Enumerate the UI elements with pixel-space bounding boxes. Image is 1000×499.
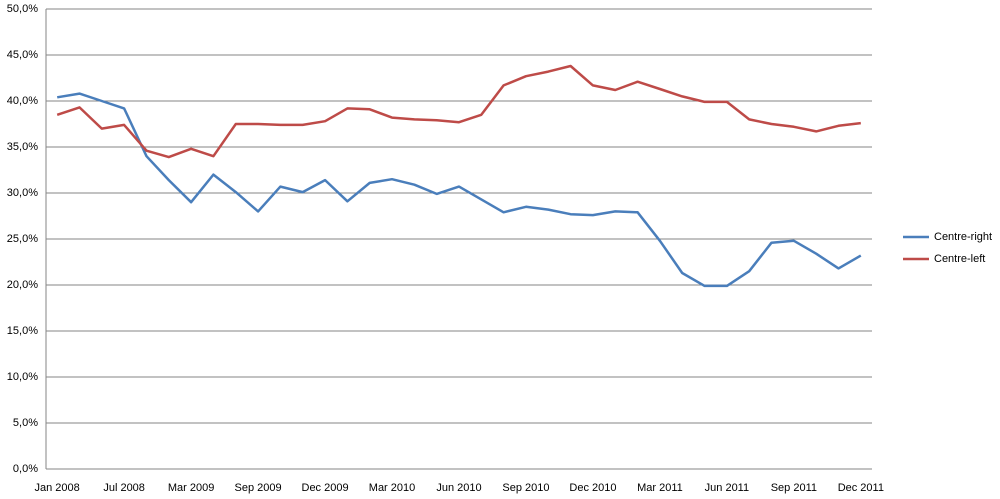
x-tick-label: Dec 2009	[302, 482, 349, 494]
y-tick-label: 10,0%	[7, 371, 38, 383]
y-tick-label: 15,0%	[7, 325, 38, 337]
y-tick-label: 20,0%	[7, 279, 38, 291]
y-tick-label: 35,0%	[7, 141, 38, 153]
series-line	[56, 64, 861, 159]
x-tick-label: Sep 2009	[235, 482, 282, 494]
y-tick-label: 50,0%	[7, 3, 38, 15]
y-tick-label: 45,0%	[7, 49, 38, 61]
x-tick-label: Jul 2008	[103, 482, 145, 494]
x-tick-label: Sep 2010	[502, 482, 549, 494]
x-tick-label: Jan 2008	[35, 482, 80, 494]
x-tick-label: Dec 2011	[838, 482, 884, 494]
x-tick-label: Jun 2011	[705, 482, 749, 494]
x-tick-label: Mar 2009	[168, 482, 214, 494]
y-tick-label: 5,0%	[13, 417, 38, 429]
legend-label: Centre-left	[934, 253, 985, 265]
x-tick-label: Mar 2010	[369, 482, 415, 494]
y-tick-label: 40,0%	[7, 95, 38, 107]
series-line	[56, 92, 862, 288]
x-tick-label: Jun 2010	[436, 482, 481, 494]
y-tick-label: 0,0%	[13, 463, 38, 475]
y-tick-label: 25,0%	[7, 233, 38, 245]
x-tick-label: Mar 2011	[637, 482, 683, 494]
x-tick-label: Sep 2011	[771, 482, 817, 494]
x-tick-label: Dec 2010	[569, 482, 616, 494]
y-tick-label: 30,0%	[7, 187, 38, 199]
legend-label: Centre-right	[934, 231, 992, 243]
